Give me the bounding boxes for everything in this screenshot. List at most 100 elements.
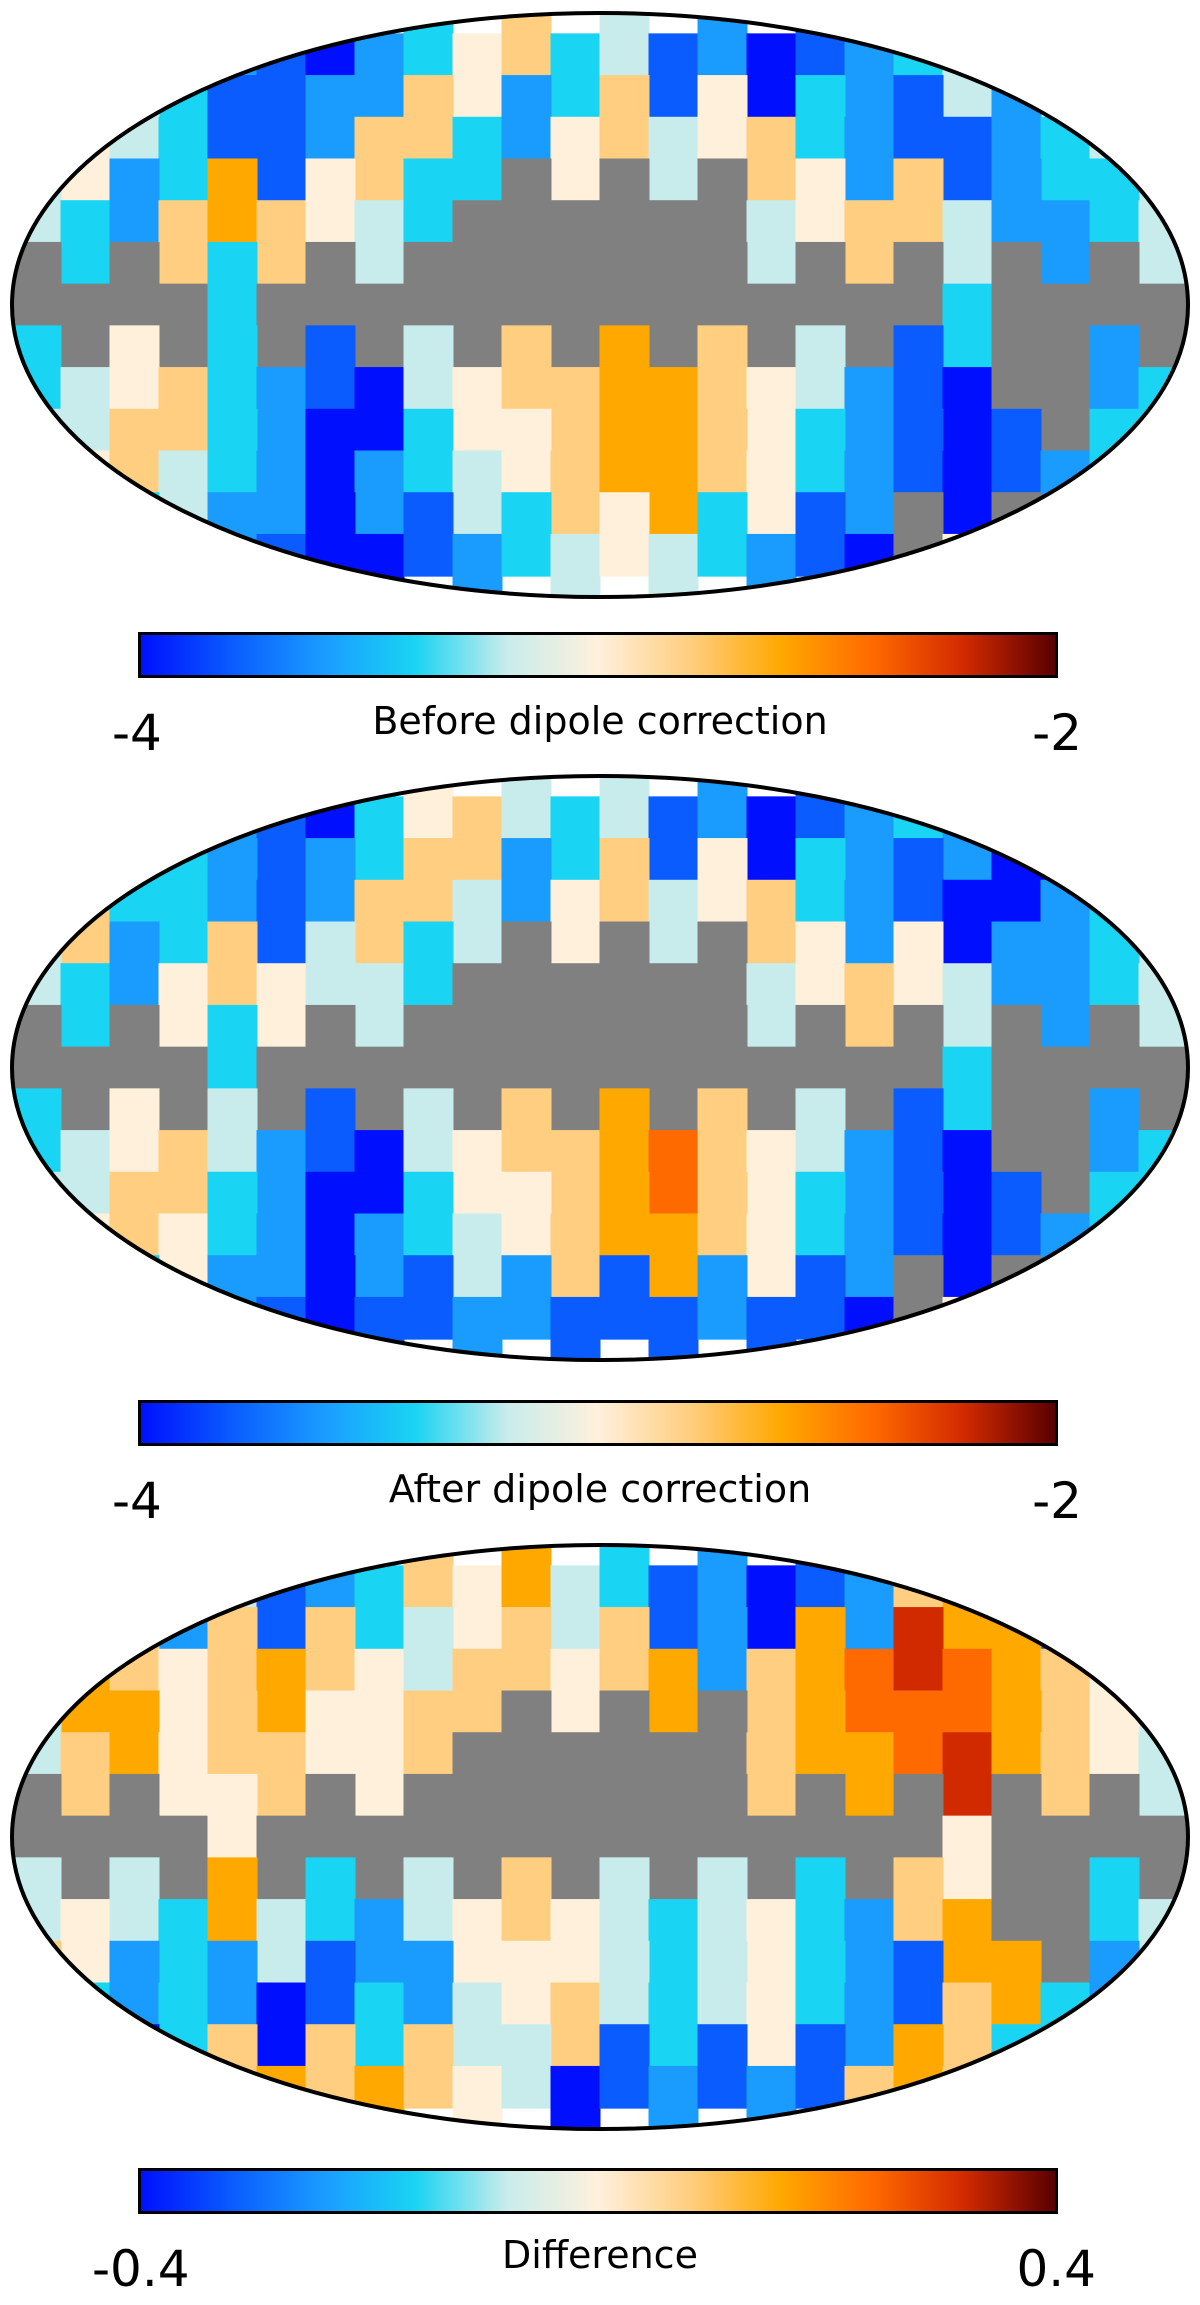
map-pixel (991, 1940, 1042, 2026)
map-pixel (1138, 1130, 1188, 1215)
map-pixel (893, 408, 944, 494)
map-pixel (501, 158, 552, 243)
map-pixel (354, 283, 405, 369)
map-pixel (158, 33, 209, 118)
map-pixel (942, 116, 993, 202)
map-pixel (893, 158, 944, 243)
map-pixel (1138, 533, 1188, 597)
map-pixel (795, 1607, 846, 1692)
map-pixel (305, 1088, 356, 1173)
map-pixel (1089, 1004, 1140, 1090)
map-pixel (207, 1940, 258, 2026)
map-pixel (158, 1296, 209, 1360)
map-pixel (991, 921, 1042, 1006)
map-pixel (403, 13, 454, 77)
map-pixel (746, 1982, 797, 2067)
map-pixel (501, 408, 552, 494)
map-pixel (403, 1171, 454, 1257)
map-pixel (501, 2024, 552, 2109)
map-pixel (697, 1940, 748, 2026)
map-pixel (844, 1296, 895, 1360)
map-pixel (109, 1690, 160, 1775)
map-pixel (452, 1130, 503, 1215)
map-pixel (991, 1773, 1042, 1859)
map-pixel (844, 283, 895, 369)
map-pixel (648, 450, 699, 535)
map-pixel (1138, 1296, 1188, 1360)
map-pixel (648, 533, 699, 597)
map-pixel (158, 1046, 209, 1132)
map-pixel (893, 241, 944, 327)
map-pixel (550, 367, 601, 452)
colorbar-min-label: -0.4 (92, 2240, 190, 2298)
map-pixel (109, 158, 160, 243)
map-pixel (795, 325, 846, 410)
map-pixel (12, 13, 62, 77)
map-pixel (746, 116, 797, 202)
map-pixel (60, 1815, 111, 1901)
map-pixel (452, 963, 503, 1048)
map-pixel (550, 450, 601, 535)
map-pixel (942, 1899, 993, 1984)
map-pixel (844, 1046, 895, 1132)
map-pixel (844, 1213, 895, 1298)
map-pixel (12, 408, 62, 494)
map-pixel (501, 1940, 552, 2026)
map-pixel (109, 1171, 160, 1257)
mollweide-map-after (10, 774, 1190, 1362)
map-pixel (501, 921, 552, 1006)
map-pixel (991, 1255, 1042, 1340)
map-pixel (1089, 1690, 1140, 1775)
map-pixel (746, 1046, 797, 1132)
map-pixel (305, 1545, 356, 1609)
map-pixel (12, 776, 62, 840)
map-pixel (648, 1296, 699, 1360)
map-pixel (158, 533, 209, 597)
map-pixel (305, 1004, 356, 1090)
map-pixel (452, 200, 503, 285)
map-pixel (403, 1545, 454, 1609)
map-pixel (648, 367, 699, 452)
map-pixel (893, 1004, 944, 1090)
map-pixel (893, 75, 944, 160)
map-pixel (746, 1648, 797, 1734)
map-pixel (844, 533, 895, 597)
map-pixel (648, 33, 699, 118)
map-pixel (1089, 13, 1140, 77)
map-pixel (403, 1690, 454, 1775)
map-pixel (795, 1004, 846, 1090)
map-pixel (1138, 1899, 1188, 1984)
map-pixel (697, 921, 748, 1006)
map-pixel (452, 450, 503, 535)
map-pixel (60, 200, 111, 285)
map-pixel (893, 1857, 944, 1942)
map-pixel (697, 1545, 748, 1609)
map-pixel (648, 963, 699, 1048)
map-pixel (942, 1296, 993, 1360)
map-pixel (1089, 1857, 1140, 1942)
map-pixel (550, 1046, 601, 1132)
map-pixel (354, 33, 405, 118)
map-pixel (158, 1815, 209, 1901)
map-pixel (746, 879, 797, 965)
map-pixel (844, 367, 895, 452)
map-pixel (795, 2024, 846, 2109)
map-pixel (60, 1732, 111, 1817)
map-pixel (550, 1296, 601, 1360)
map-pixel (599, 1690, 650, 1775)
map-pixel (12, 1255, 62, 1340)
map-pixel (1040, 1046, 1091, 1132)
map-pixel (354, 1213, 405, 1298)
map-pixel (207, 776, 258, 840)
map-pixel (158, 1732, 209, 1817)
map-pixel (1138, 450, 1188, 535)
map-pixel (60, 796, 111, 881)
map-pixel (60, 1899, 111, 1984)
map-pixel (12, 1088, 62, 1173)
map-pixel (305, 408, 356, 494)
map-pixel (452, 1732, 503, 1817)
map-pixel (991, 492, 1042, 577)
map-pixel (648, 796, 699, 881)
map-pixel (648, 200, 699, 285)
map-pixel (501, 1773, 552, 1859)
